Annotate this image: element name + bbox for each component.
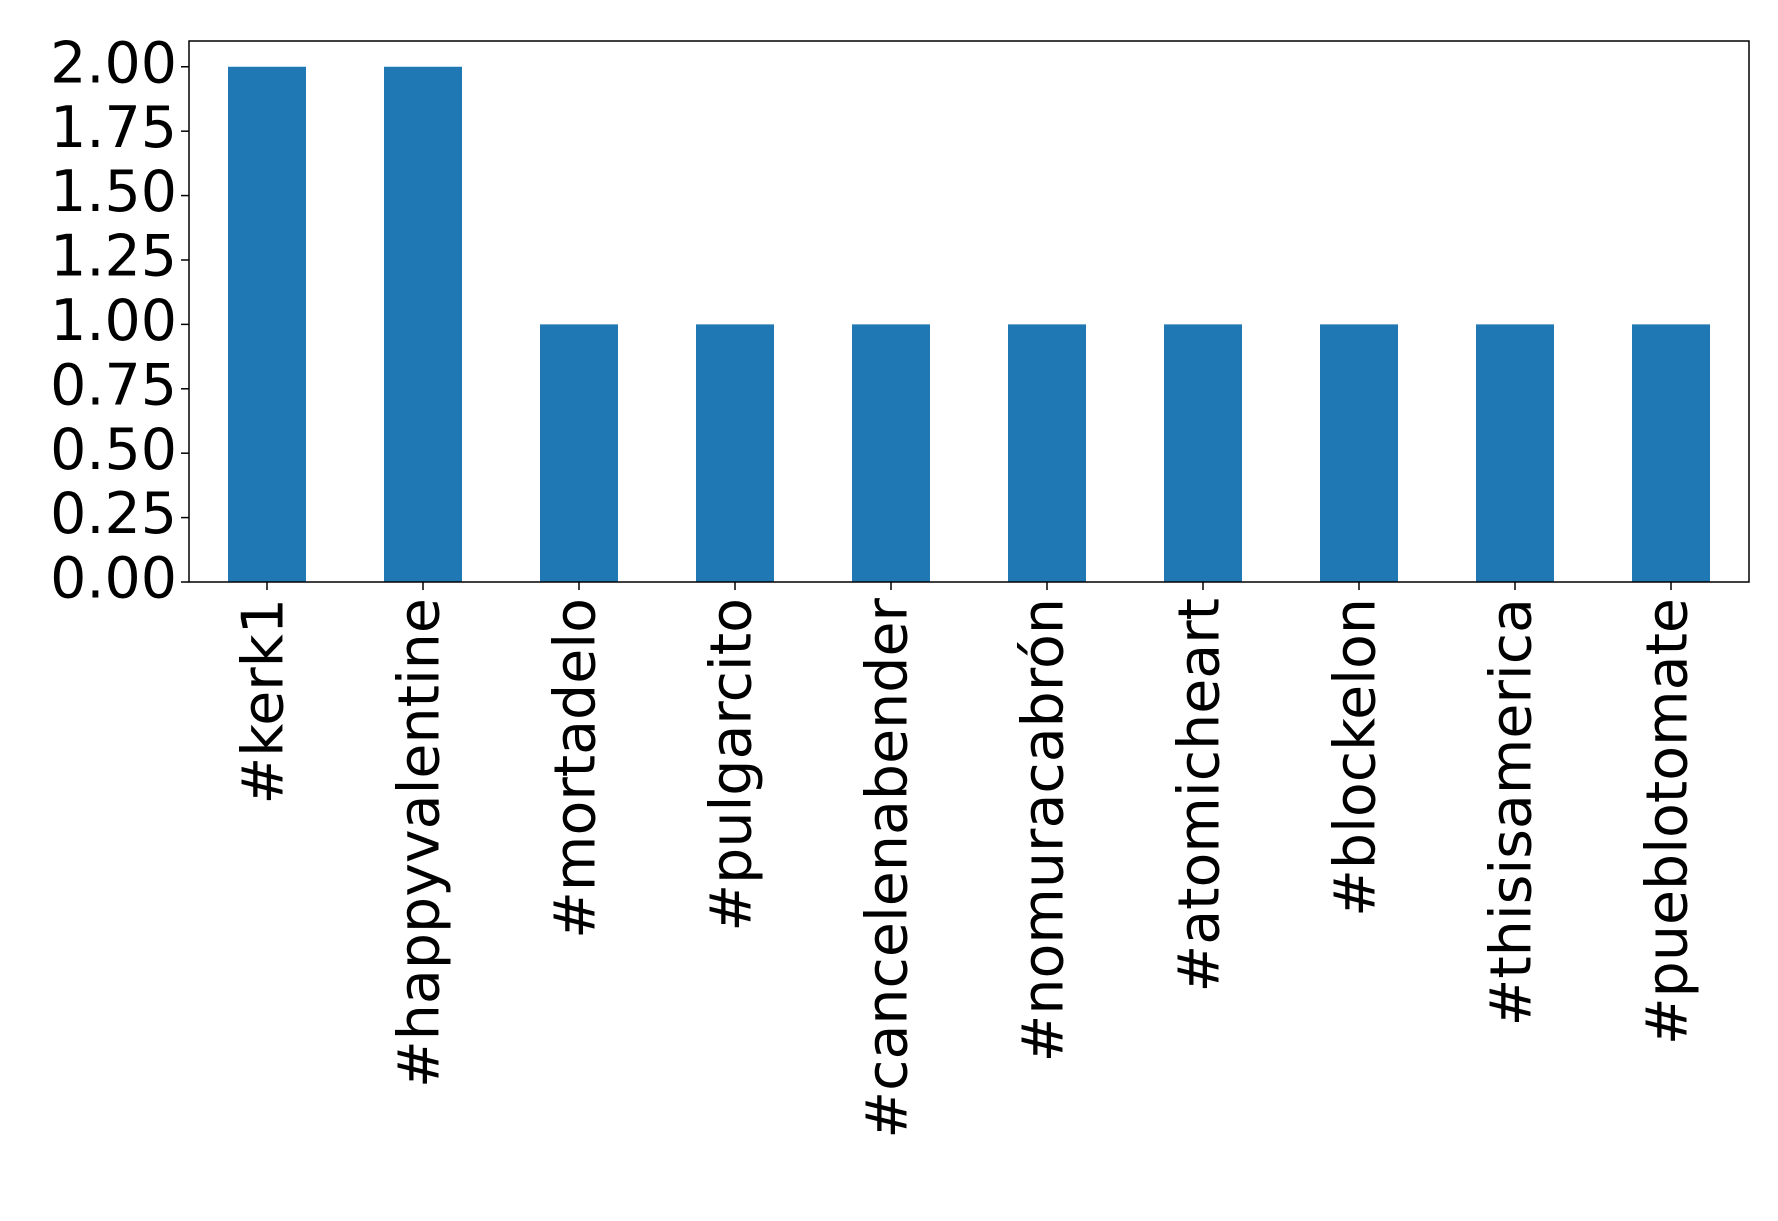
bar bbox=[1008, 324, 1086, 582]
bar bbox=[384, 66, 462, 582]
x-tick-label: #pulgarcito bbox=[699, 598, 765, 932]
bar bbox=[1320, 324, 1398, 582]
x-tick-label: #happyvalentine bbox=[387, 598, 453, 1088]
y-tick-label: 1.25 bbox=[50, 224, 177, 290]
y-tick-label: 0.25 bbox=[50, 481, 177, 547]
y-tick-label: 1.00 bbox=[50, 288, 177, 354]
bar bbox=[540, 324, 618, 582]
bar bbox=[852, 324, 930, 582]
y-tick-label: 0.50 bbox=[50, 417, 177, 483]
bar bbox=[1164, 324, 1242, 582]
x-tick-label: #thisisamerica bbox=[1479, 598, 1545, 1026]
bar bbox=[1476, 324, 1554, 582]
x-tick-label: #pueblotomate bbox=[1635, 598, 1701, 1045]
x-tick-label: #atomicheart bbox=[1167, 598, 1233, 993]
y-tick-label: 1.50 bbox=[50, 159, 177, 225]
x-tick-label: #nomuracabrón bbox=[1011, 598, 1077, 1062]
bar bbox=[696, 324, 774, 582]
x-tick-label: #cancelenabender bbox=[855, 597, 921, 1138]
x-tick-label: #blockelon bbox=[1323, 598, 1389, 917]
y-tick-label: 0.75 bbox=[50, 352, 177, 418]
y-tick-label: 0.00 bbox=[50, 546, 177, 612]
bar bbox=[228, 66, 306, 582]
bar bbox=[1632, 324, 1710, 582]
x-tick-label: #kerk1 bbox=[231, 598, 297, 805]
plot-frame bbox=[188, 40, 1750, 583]
y-tick-label: 2.00 bbox=[50, 30, 177, 96]
x-tick-label: #mortadelo bbox=[543, 598, 609, 939]
y-tick-label: 1.75 bbox=[50, 95, 177, 161]
